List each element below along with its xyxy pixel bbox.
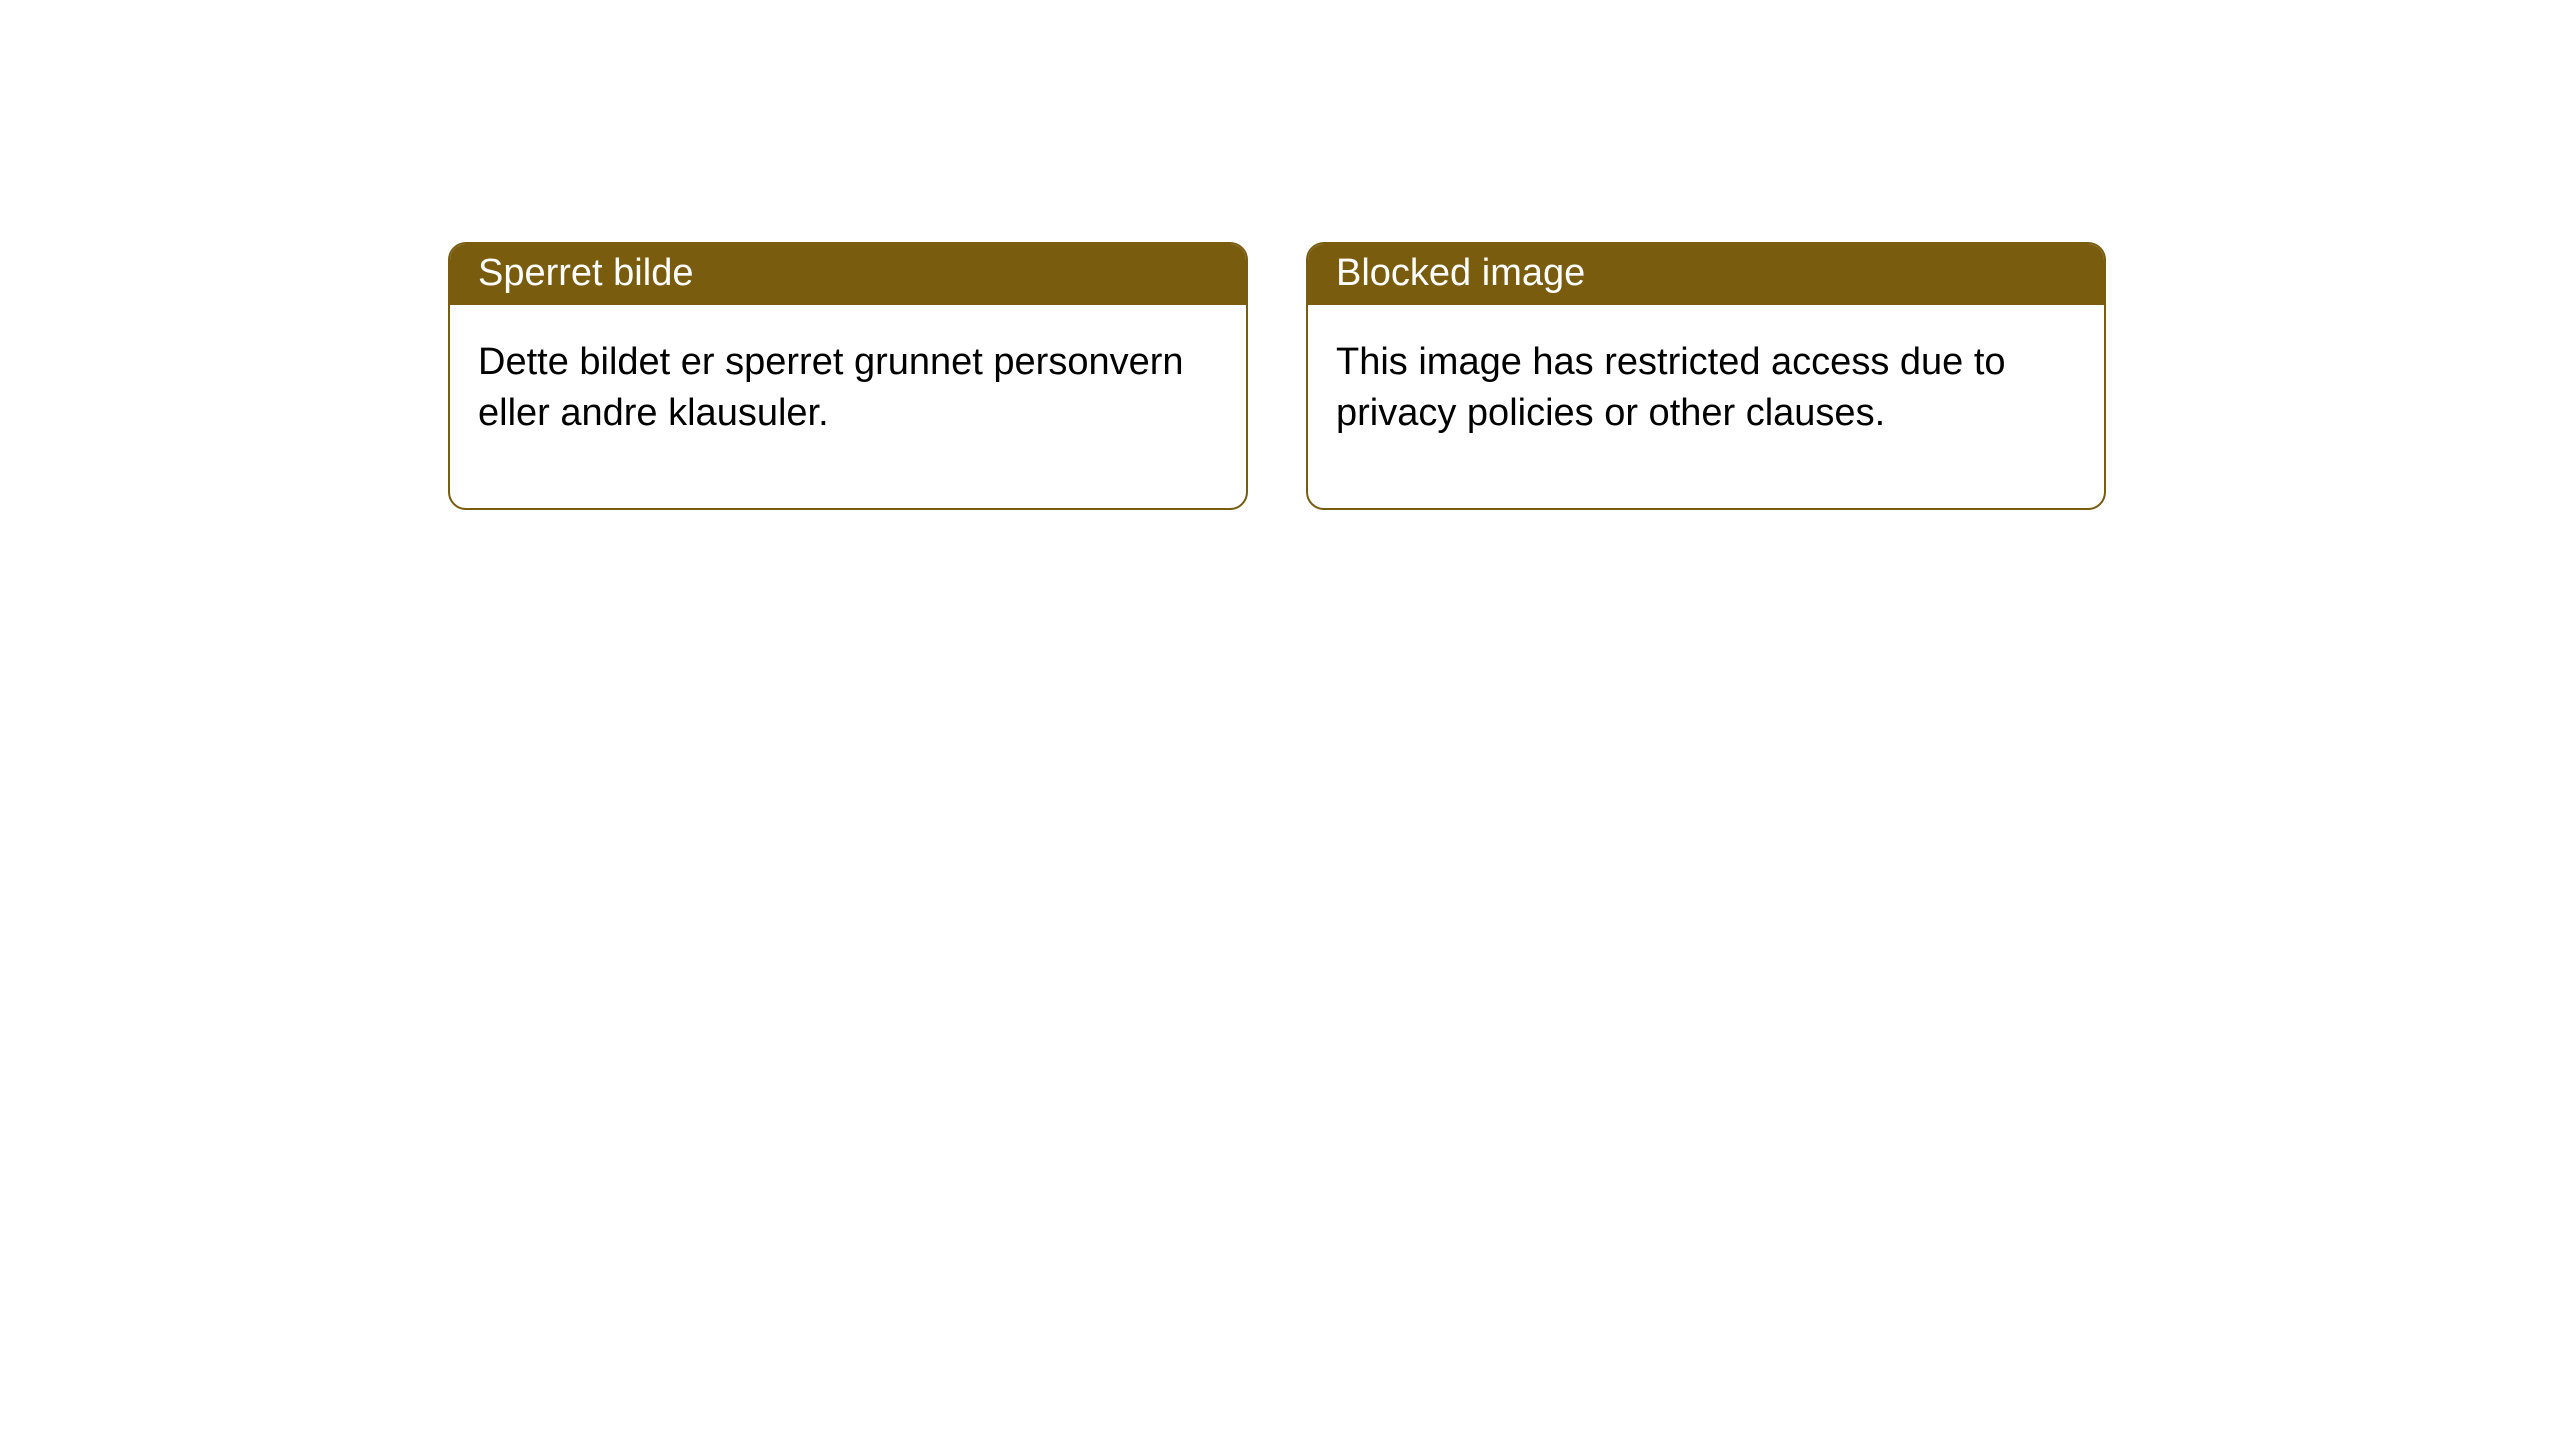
notice-header: Blocked image bbox=[1308, 244, 2104, 305]
notice-container: Sperret bilde Dette bildet er sperret gr… bbox=[0, 0, 2560, 510]
notice-header: Sperret bilde bbox=[450, 244, 1246, 305]
notice-body: Dette bildet er sperret grunnet personve… bbox=[450, 305, 1246, 508]
notice-body: This image has restricted access due to … bbox=[1308, 305, 2104, 508]
notice-card-norwegian: Sperret bilde Dette bildet er sperret gr… bbox=[448, 242, 1248, 510]
notice-card-english: Blocked image This image has restricted … bbox=[1306, 242, 2106, 510]
